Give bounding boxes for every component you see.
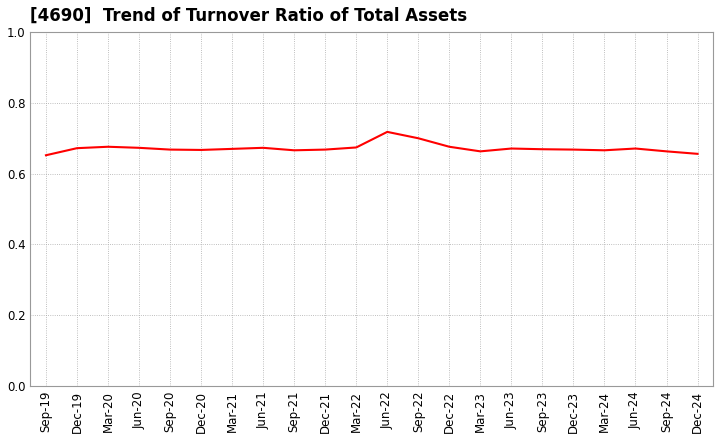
Text: [4690]  Trend of Turnover Ratio of Total Assets: [4690] Trend of Turnover Ratio of Total …	[30, 7, 467, 25]
